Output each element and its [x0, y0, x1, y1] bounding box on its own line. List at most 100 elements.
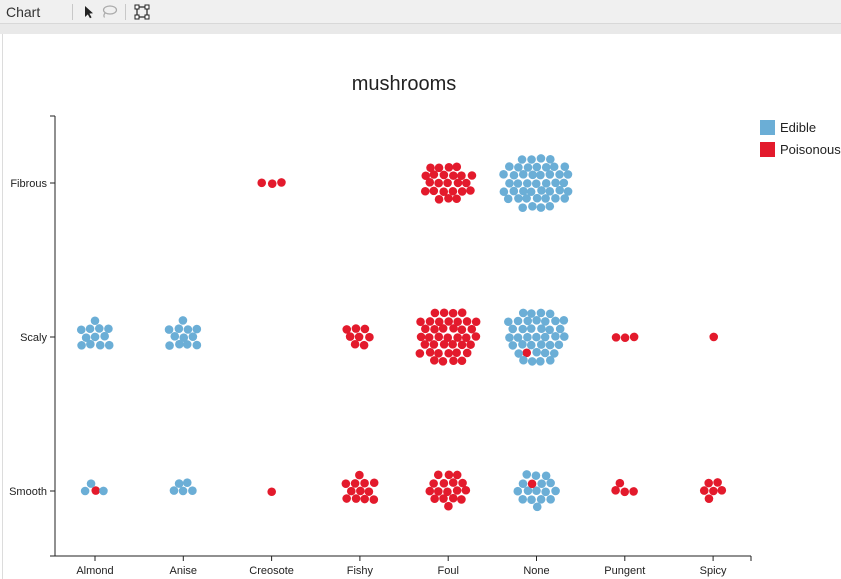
data-point-edible: [532, 162, 542, 172]
data-point-poisonous: [444, 163, 454, 172]
data-point-poisonous: [452, 486, 462, 495]
data-point-poisonous: [443, 487, 452, 497]
data-point-poisonous: [420, 340, 430, 349]
data-point-poisonous: [522, 348, 532, 358]
data-point-poisonous: [457, 356, 467, 366]
data-point-poisonous: [629, 332, 639, 342]
data-point-edible: [537, 324, 546, 333]
data-point-poisonous: [359, 340, 369, 350]
data-point-edible: [532, 502, 542, 512]
data-point-poisonous: [457, 495, 466, 504]
box-select-button[interactable]: [132, 2, 152, 22]
data-point-edible: [522, 470, 532, 479]
data-point-poisonous: [449, 356, 458, 366]
data-point-edible: [523, 179, 532, 188]
data-point-poisonous: [448, 340, 457, 349]
legend-swatch-poisonous: [760, 142, 775, 157]
data-point-poisonous: [457, 340, 467, 350]
data-point-edible: [545, 356, 555, 365]
data-point-edible: [551, 316, 560, 326]
data-point-edible: [505, 178, 514, 188]
data-point-edible: [514, 163, 523, 172]
data-point-edible: [563, 170, 573, 179]
data-point-edible: [169, 486, 179, 495]
chart-toolbar: Chart: [0, 0, 841, 24]
data-point-poisonous: [425, 178, 435, 187]
data-point-poisonous: [257, 178, 267, 188]
data-point-poisonous: [277, 178, 286, 187]
data-point-edible: [555, 324, 565, 334]
x-tick-label: Spicy: [700, 565, 727, 577]
data-point-edible: [559, 332, 569, 341]
data-point-poisonous: [354, 332, 364, 342]
data-point-poisonous: [439, 170, 449, 180]
data-point-poisonous: [444, 194, 453, 203]
data-point-edible: [174, 479, 184, 488]
data-point-edible: [182, 340, 192, 349]
data-point-poisonous: [430, 324, 439, 334]
chart-dots: [76, 154, 727, 512]
data-point-poisonous: [429, 479, 438, 488]
data-point-poisonous: [350, 339, 360, 349]
data-point-edible: [560, 194, 570, 203]
toolbar-title: Chart: [6, 3, 41, 20]
data-point-poisonous: [356, 486, 365, 496]
data-point-edible: [509, 170, 519, 180]
lasso-select-button[interactable]: [99, 2, 119, 22]
data-point-poisonous: [434, 317, 444, 327]
data-point-poisonous: [360, 324, 370, 334]
x-tick-label: Almond: [76, 565, 113, 577]
data-point-edible: [545, 187, 555, 196]
data-point-edible: [509, 186, 519, 196]
data-point-edible: [527, 495, 536, 504]
data-point-edible: [86, 479, 96, 488]
data-point-edible: [528, 170, 537, 180]
data-point-edible: [531, 471, 541, 480]
data-point-edible: [545, 340, 555, 350]
data-point-poisonous: [420, 186, 430, 196]
data-point-edible: [523, 486, 533, 495]
data-point-poisonous: [430, 494, 439, 504]
pointer-select-button[interactable]: [79, 2, 99, 22]
data-point-edible: [503, 194, 513, 204]
data-point-edible: [518, 203, 528, 212]
data-point-edible: [513, 316, 523, 326]
data-point-poisonous: [342, 494, 351, 503]
toolbar-separator: [72, 3, 73, 20]
data-point-poisonous: [448, 493, 458, 503]
data-point-poisonous: [458, 478, 467, 488]
data-point-edible: [532, 347, 541, 357]
data-point-poisonous: [439, 479, 449, 488]
data-point-poisonous: [424, 333, 434, 342]
data-point-poisonous: [466, 340, 475, 349]
data-point-poisonous: [704, 478, 713, 488]
data-point-poisonous: [444, 501, 453, 511]
chart-panel: mushrooms Almond Anise Creosote Fishy Foul No…: [2, 34, 841, 579]
data-point-poisonous: [709, 486, 718, 496]
data-point-edible: [175, 339, 184, 349]
data-point-poisonous: [461, 333, 471, 342]
data-point-poisonous: [365, 332, 374, 342]
data-point-edible: [527, 309, 536, 318]
data-point-edible: [559, 178, 569, 188]
data-point-poisonous: [471, 332, 481, 341]
data-point-poisonous: [449, 171, 458, 180]
data-point-poisonous: [416, 332, 426, 342]
data-point-edible: [532, 193, 542, 203]
data-point-poisonous: [425, 317, 435, 326]
data-point-edible: [95, 340, 105, 350]
data-point-edible: [508, 324, 518, 334]
data-point-edible: [81, 333, 91, 342]
data-point-edible: [192, 340, 202, 350]
data-point-edible: [549, 162, 559, 172]
data-point-edible: [536, 154, 546, 163]
data-point-poisonous: [429, 340, 439, 349]
data-point-edible: [536, 494, 546, 504]
data-point-edible: [546, 155, 555, 164]
data-point-poisonous: [267, 179, 277, 188]
pointer-select-icon: [85, 5, 93, 18]
data-point-poisonous: [448, 186, 458, 196]
data-point-poisonous: [341, 479, 351, 488]
data-point-poisonous: [351, 494, 361, 503]
data-point-poisonous: [713, 478, 722, 487]
